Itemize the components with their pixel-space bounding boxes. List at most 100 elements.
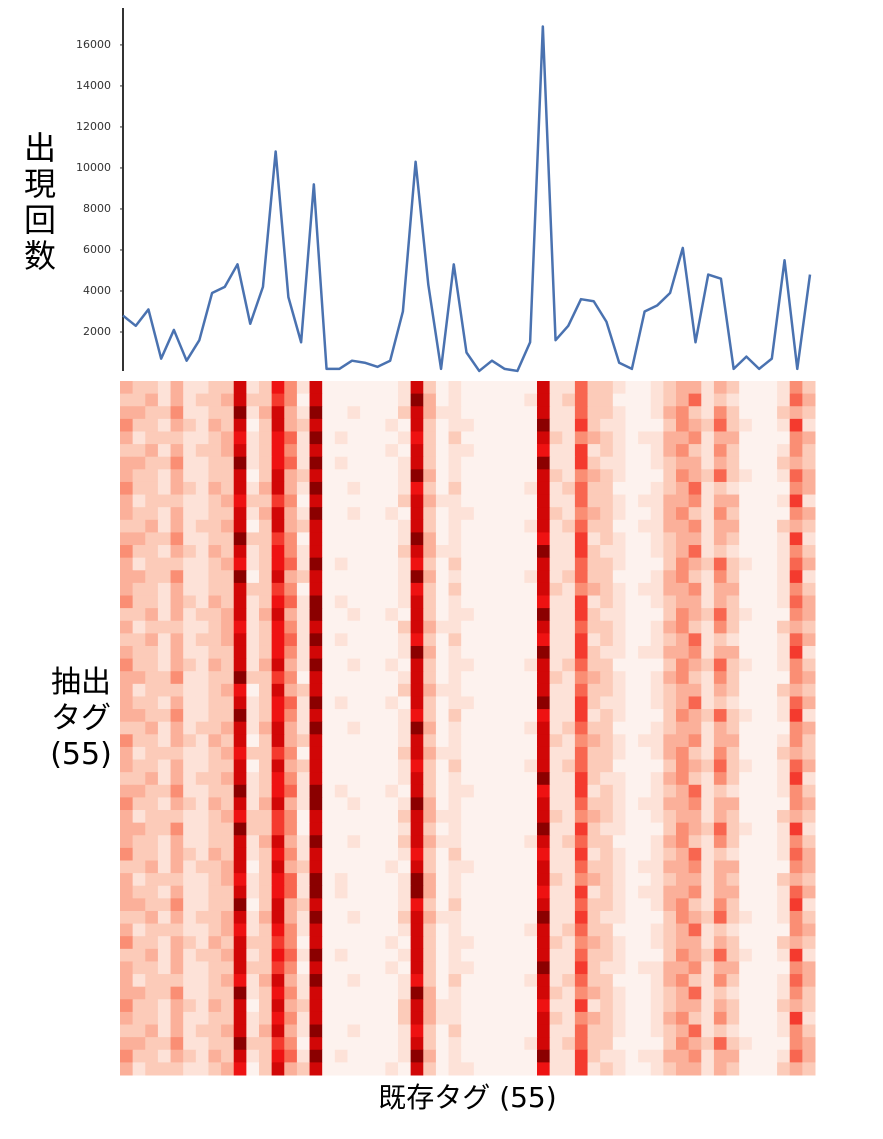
heatmap-cell — [587, 734, 601, 748]
heatmap-cell — [157, 910, 172, 925]
heatmap-cell — [347, 393, 361, 407]
heatmap-cell — [132, 444, 146, 458]
heatmap-cell — [221, 658, 235, 672]
heatmap-cell — [284, 974, 298, 988]
heatmap-cell — [688, 835, 702, 849]
heatmap-cell — [663, 418, 677, 432]
heatmap-cell — [511, 633, 525, 647]
heatmap-cell — [398, 570, 412, 584]
heatmap-cell — [372, 381, 386, 395]
heatmap-cell — [322, 582, 336, 597]
heatmap-cell — [157, 847, 172, 861]
heatmap-cell — [296, 709, 311, 723]
heatmap-cell — [322, 810, 336, 824]
heatmap-cell — [145, 810, 159, 824]
heatmap-cell — [537, 923, 551, 937]
heatmap-cell — [663, 406, 677, 420]
heatmap-cell — [448, 721, 462, 735]
heatmap-cell — [713, 658, 728, 672]
heatmap-cell — [360, 557, 374, 571]
heatmap-cell — [271, 759, 285, 773]
heatmap-cell — [524, 1049, 538, 1063]
heatmap-cell — [334, 986, 348, 1000]
heatmap-cell — [688, 936, 702, 950]
heatmap-cell — [195, 1049, 209, 1063]
heatmap-cell — [574, 784, 589, 798]
heatmap-cell — [713, 797, 728, 811]
heatmap-cell — [777, 608, 791, 622]
heatmap-cell — [612, 393, 626, 407]
heatmap-cell — [157, 545, 172, 559]
heatmap-cell — [486, 873, 500, 887]
heatmap-cell — [284, 507, 298, 521]
heatmap-cell — [688, 721, 702, 735]
heatmap-cell — [398, 847, 412, 861]
heatmap-cell — [347, 822, 361, 836]
heatmap-cell — [195, 885, 209, 899]
heatmap-cell — [385, 734, 399, 748]
heatmap-cell — [499, 456, 513, 470]
heatmap-cell — [625, 847, 639, 861]
heatmap-cell — [625, 494, 639, 508]
heatmap-cell — [777, 734, 791, 748]
heatmap-cell — [347, 810, 361, 824]
heatmap-cell — [701, 595, 715, 609]
heatmap-cell — [612, 999, 626, 1013]
heatmap-cell — [372, 481, 386, 496]
heatmap-cell — [170, 822, 184, 836]
heatmap-cell — [574, 696, 589, 710]
heatmap-cell — [574, 1062, 589, 1076]
heatmap-cell — [246, 1049, 260, 1063]
heatmap-cell — [663, 734, 677, 748]
heatmap-cell — [574, 746, 589, 761]
heatmap-cell — [410, 494, 424, 508]
heatmap-cell — [549, 393, 563, 407]
heatmap-cell — [764, 885, 778, 899]
heatmap-cell — [334, 393, 348, 407]
heatmap-cell — [183, 507, 197, 521]
heatmap-cell — [789, 406, 803, 420]
heatmap-cell — [221, 822, 235, 836]
heatmap-cell — [537, 595, 551, 609]
heatmap-cell — [574, 734, 589, 748]
heatmap-cell — [145, 519, 159, 533]
heatmap-cell — [448, 847, 462, 861]
heatmap-cell — [448, 1037, 462, 1051]
heatmap-cell — [233, 671, 247, 685]
heatmap-cell — [322, 898, 336, 912]
heatmap-cell — [385, 1037, 399, 1051]
heatmap-cell — [208, 974, 222, 988]
heatmap-cell — [663, 1062, 677, 1076]
heatmap-cell — [726, 974, 740, 988]
heatmap-cell — [562, 974, 576, 988]
heatmap-cell — [461, 645, 475, 660]
heatmap-cell — [524, 608, 538, 622]
heatmap-cell — [562, 683, 576, 697]
heatmap-cell — [221, 948, 235, 962]
heatmap-cell — [423, 822, 437, 836]
heatmap-cell — [511, 835, 525, 849]
heatmap-cell — [296, 1062, 311, 1076]
heatmap-cell — [600, 797, 614, 811]
heatmap-cell — [587, 608, 601, 622]
heatmap-cell — [739, 923, 753, 937]
heatmap-cell — [435, 406, 450, 420]
heatmap-cell — [435, 620, 450, 634]
heatmap-cell — [701, 671, 715, 685]
heatmap-cell — [271, 696, 285, 710]
heatmap-cell — [423, 696, 437, 710]
heatmap-cell — [638, 784, 652, 798]
heatmap-cell — [499, 923, 513, 937]
heatmap-cell — [701, 835, 715, 849]
heatmap-cell — [562, 393, 576, 407]
heatmap-cell — [309, 721, 323, 735]
heatmap-cell — [208, 948, 222, 962]
heatmap-cell — [347, 557, 361, 571]
heatmap-cell — [284, 1011, 298, 1026]
heatmap-cell — [473, 683, 487, 697]
heatmap-cell — [726, 1024, 740, 1038]
heatmap-cell — [688, 810, 702, 824]
heatmap-cell — [259, 519, 273, 533]
heatmap-cell — [461, 381, 475, 395]
heatmap-cell — [221, 986, 235, 1000]
